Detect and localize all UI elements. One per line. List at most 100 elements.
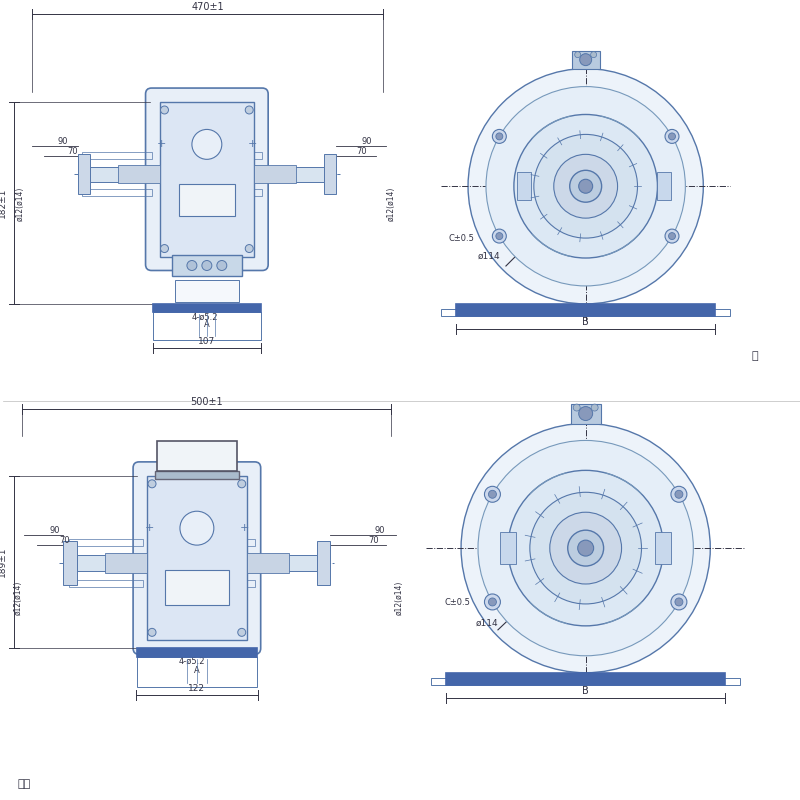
Bar	[118, 166, 159, 183]
Text: 90: 90	[374, 526, 385, 534]
Circle shape	[246, 106, 254, 114]
Circle shape	[496, 133, 503, 140]
Circle shape	[550, 512, 622, 584]
Text: +: +	[144, 523, 154, 533]
Text: ø12(ø14): ø12(ø14)	[14, 581, 23, 615]
Text: 70: 70	[59, 536, 70, 545]
Circle shape	[554, 154, 618, 218]
Bar	[137, 648, 257, 658]
Text: 70: 70	[356, 147, 366, 156]
Circle shape	[478, 441, 694, 656]
Text: ø12(ø14): ø12(ø14)	[16, 187, 25, 222]
Bar	[175, 281, 238, 302]
Bar	[655, 532, 671, 564]
Text: ø114: ø114	[476, 618, 498, 627]
Text: 470±1: 470±1	[191, 2, 224, 12]
Circle shape	[508, 470, 663, 626]
Circle shape	[238, 628, 246, 636]
Text: 122: 122	[188, 684, 206, 693]
Circle shape	[492, 229, 506, 243]
Text: ø12(ø14): ø12(ø14)	[386, 187, 396, 222]
Bar	[63, 541, 78, 585]
Circle shape	[180, 511, 214, 545]
Circle shape	[570, 170, 602, 202]
Bar	[78, 154, 90, 194]
Bar	[70, 580, 143, 587]
Bar	[193, 190, 262, 196]
Circle shape	[202, 261, 212, 270]
Circle shape	[578, 540, 594, 556]
Text: +: +	[247, 139, 257, 150]
Circle shape	[574, 404, 580, 411]
Circle shape	[246, 245, 254, 253]
Bar	[181, 580, 254, 587]
Bar	[246, 553, 289, 573]
Circle shape	[671, 486, 687, 502]
Circle shape	[530, 492, 642, 604]
Bar	[446, 673, 726, 685]
Circle shape	[486, 86, 686, 286]
Text: 70: 70	[67, 147, 78, 156]
FancyBboxPatch shape	[133, 462, 261, 654]
Bar	[165, 570, 229, 605]
Text: 182±1: 182±1	[0, 188, 7, 218]
Text: 4-ø5.2: 4-ø5.2	[179, 657, 206, 666]
Bar	[147, 476, 246, 640]
Text: | 铭  牌: | 铭 牌	[188, 583, 206, 590]
Bar	[153, 304, 261, 312]
Circle shape	[485, 486, 501, 502]
Text: C±0.5: C±0.5	[444, 598, 470, 607]
Bar	[153, 312, 261, 340]
Circle shape	[192, 130, 222, 159]
Circle shape	[568, 530, 604, 566]
Bar	[193, 152, 262, 159]
Bar	[254, 166, 296, 183]
Circle shape	[161, 106, 169, 114]
Circle shape	[580, 54, 592, 66]
Circle shape	[492, 130, 506, 143]
Text: 外: 外	[752, 350, 758, 361]
Bar	[105, 553, 147, 573]
Bar	[572, 50, 600, 69]
Circle shape	[590, 52, 597, 58]
Text: 铭  牌  盒: 铭 牌 盒	[186, 453, 208, 459]
Text: 90: 90	[49, 526, 59, 534]
Circle shape	[671, 594, 687, 610]
Text: B: B	[582, 686, 589, 696]
Circle shape	[148, 628, 156, 636]
Text: 4-ø5.2: 4-ø5.2	[192, 313, 218, 322]
Circle shape	[675, 598, 683, 606]
Circle shape	[534, 134, 638, 238]
Bar	[172, 254, 242, 277]
Text: 90: 90	[361, 137, 372, 146]
Bar	[246, 555, 317, 571]
Circle shape	[514, 114, 658, 258]
Bar	[317, 541, 330, 585]
Bar	[137, 658, 257, 687]
Circle shape	[675, 490, 683, 498]
Bar	[517, 172, 531, 200]
Bar	[500, 532, 516, 564]
Circle shape	[161, 245, 169, 253]
Circle shape	[461, 423, 710, 673]
Bar	[658, 172, 671, 200]
Circle shape	[578, 179, 593, 194]
Bar	[254, 167, 324, 182]
Circle shape	[591, 404, 598, 411]
Bar	[90, 167, 159, 182]
Text: 70: 70	[368, 536, 378, 545]
Bar	[456, 304, 715, 316]
Text: +: +	[157, 139, 166, 150]
Bar	[78, 555, 147, 571]
Circle shape	[468, 69, 703, 304]
Bar	[70, 539, 143, 546]
Circle shape	[578, 406, 593, 421]
Bar	[570, 403, 601, 423]
Circle shape	[217, 261, 226, 270]
Circle shape	[496, 233, 503, 239]
Circle shape	[489, 490, 497, 498]
Circle shape	[187, 261, 197, 270]
Text: HRC: HRC	[200, 142, 214, 147]
Circle shape	[665, 130, 679, 143]
Circle shape	[669, 133, 675, 140]
